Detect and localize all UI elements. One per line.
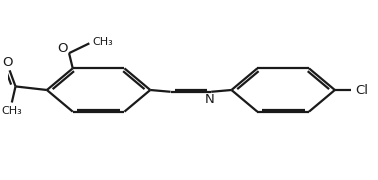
Text: CH₃: CH₃ xyxy=(92,37,113,47)
Text: O: O xyxy=(3,56,13,69)
Text: Cl: Cl xyxy=(355,84,368,96)
Text: CH₃: CH₃ xyxy=(2,105,22,116)
Text: N: N xyxy=(204,93,214,106)
Text: O: O xyxy=(57,42,68,55)
